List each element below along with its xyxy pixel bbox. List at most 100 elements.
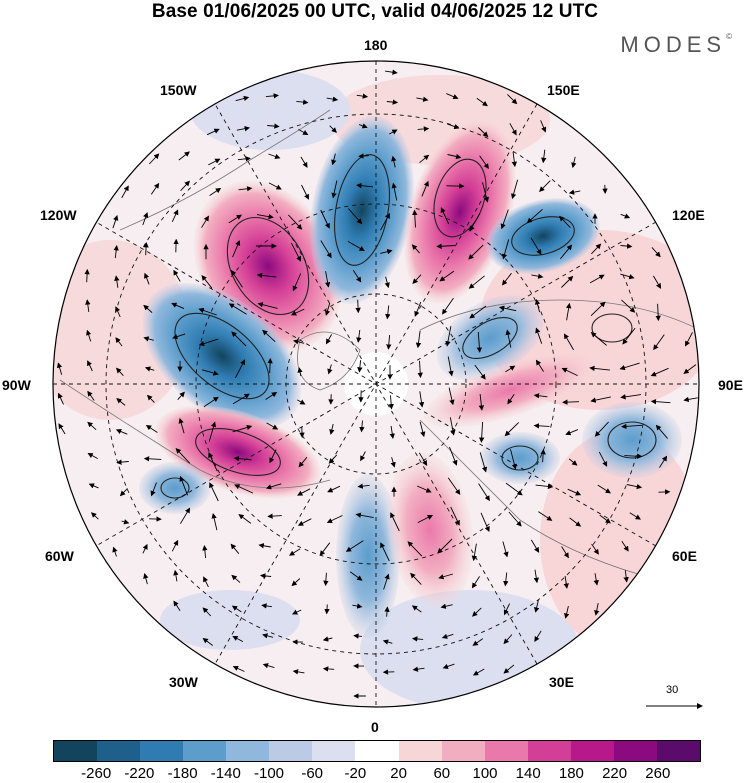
colorbar-tick-label: -260 (81, 765, 112, 782)
wind-vector (478, 483, 490, 502)
wind-vector (478, 394, 485, 411)
field-layer (53, 61, 699, 707)
wind-vector (115, 367, 124, 377)
wind-vector (653, 275, 662, 289)
colorbar-tick-label: 260 (645, 765, 671, 782)
wind-vector (56, 362, 63, 375)
wind-vector (115, 429, 128, 435)
colorbar-swatch (570, 741, 614, 761)
colorbar-tick-label: 20 (390, 765, 407, 782)
wind-vector (471, 576, 480, 589)
wind-vector (449, 446, 458, 466)
wind-vector (267, 513, 282, 519)
wind-vector (505, 482, 523, 496)
wind-vector (115, 306, 121, 318)
wind-vector (418, 452, 428, 466)
wind-vector (503, 664, 515, 674)
wind-vector (87, 360, 93, 372)
wind-vector (143, 336, 154, 342)
wind-vector (561, 275, 574, 288)
wind-vector (202, 545, 208, 559)
wind-vector (202, 637, 213, 646)
wind-vector (380, 213, 390, 231)
wind-vector (538, 511, 553, 521)
wind-vector (417, 126, 430, 132)
wind-vector (437, 538, 453, 554)
wind-vector (480, 512, 490, 533)
wind-vector (201, 215, 209, 228)
wind-vector (446, 93, 459, 100)
wind-vector (268, 182, 282, 190)
wind-vector (84, 268, 90, 283)
wind-vector (211, 513, 218, 531)
wind-vector (331, 180, 338, 199)
wind-vector (599, 514, 611, 524)
wind-vector (589, 274, 605, 284)
lon-label-30w: 30W (169, 674, 198, 690)
wind-vector (230, 543, 240, 554)
wind-vector (171, 209, 179, 222)
wind-vector (417, 485, 432, 493)
wind-vector (324, 604, 330, 615)
wind-vector (622, 327, 636, 345)
wind-vector (356, 93, 369, 99)
wind-vector (352, 269, 362, 283)
wind-vector (357, 360, 363, 373)
wind-vector (87, 421, 97, 431)
colorbar-tick-label: 220 (602, 765, 628, 782)
wind-vector (262, 633, 274, 639)
wind-vector (590, 396, 611, 403)
wind-vector (237, 156, 251, 162)
wind-vector (478, 421, 485, 443)
wind-vector (441, 633, 454, 639)
wind-vector (353, 633, 362, 639)
wind-vector (177, 391, 185, 400)
wind-vector (300, 156, 308, 168)
wind-vector (267, 123, 280, 129)
lon-label-150e: 150E (547, 82, 580, 98)
wind-vector (505, 365, 516, 373)
wind-vector (297, 518, 312, 526)
wind-vector (328, 454, 338, 464)
wind-vector (620, 243, 633, 249)
anomaly-negative (486, 198, 600, 274)
wind-vector (472, 638, 484, 646)
wind-vector (112, 546, 118, 557)
colorbar-swatch (226, 741, 270, 761)
wind-vector (447, 477, 461, 495)
wind-vector (231, 574, 241, 583)
wind-vector (533, 393, 548, 399)
anomaly-negative (436, 295, 544, 381)
wind-vector (297, 399, 306, 405)
wind-vector (651, 247, 661, 258)
wind-vector (256, 213, 274, 220)
wind-vector (388, 395, 394, 410)
wind-vector (143, 304, 153, 313)
wind-vector (411, 244, 420, 254)
wind-vector (173, 569, 179, 582)
wind-vector (563, 333, 574, 351)
wind-vector (389, 425, 395, 439)
wind-vector (391, 155, 397, 168)
wind-vector (209, 482, 219, 502)
wind-vector (476, 97, 488, 107)
wind-vector (472, 668, 485, 676)
colorbar-swatch (269, 741, 313, 761)
wind-vector (683, 364, 697, 374)
wind-vector (511, 151, 518, 168)
wind-vector (410, 572, 422, 585)
wind-vector (358, 123, 368, 129)
wind-vector (143, 456, 162, 462)
wind-vector (440, 207, 450, 225)
wind-vector (386, 99, 399, 105)
wind-vector (382, 639, 393, 645)
wind-vector (591, 243, 602, 255)
wind-vector (260, 573, 272, 579)
wind-vector (621, 540, 629, 552)
wind-vector (329, 125, 337, 133)
wind-vector (419, 154, 430, 164)
wind-vector (238, 514, 252, 524)
wind-vector (416, 96, 429, 102)
wind-vector (320, 209, 330, 229)
